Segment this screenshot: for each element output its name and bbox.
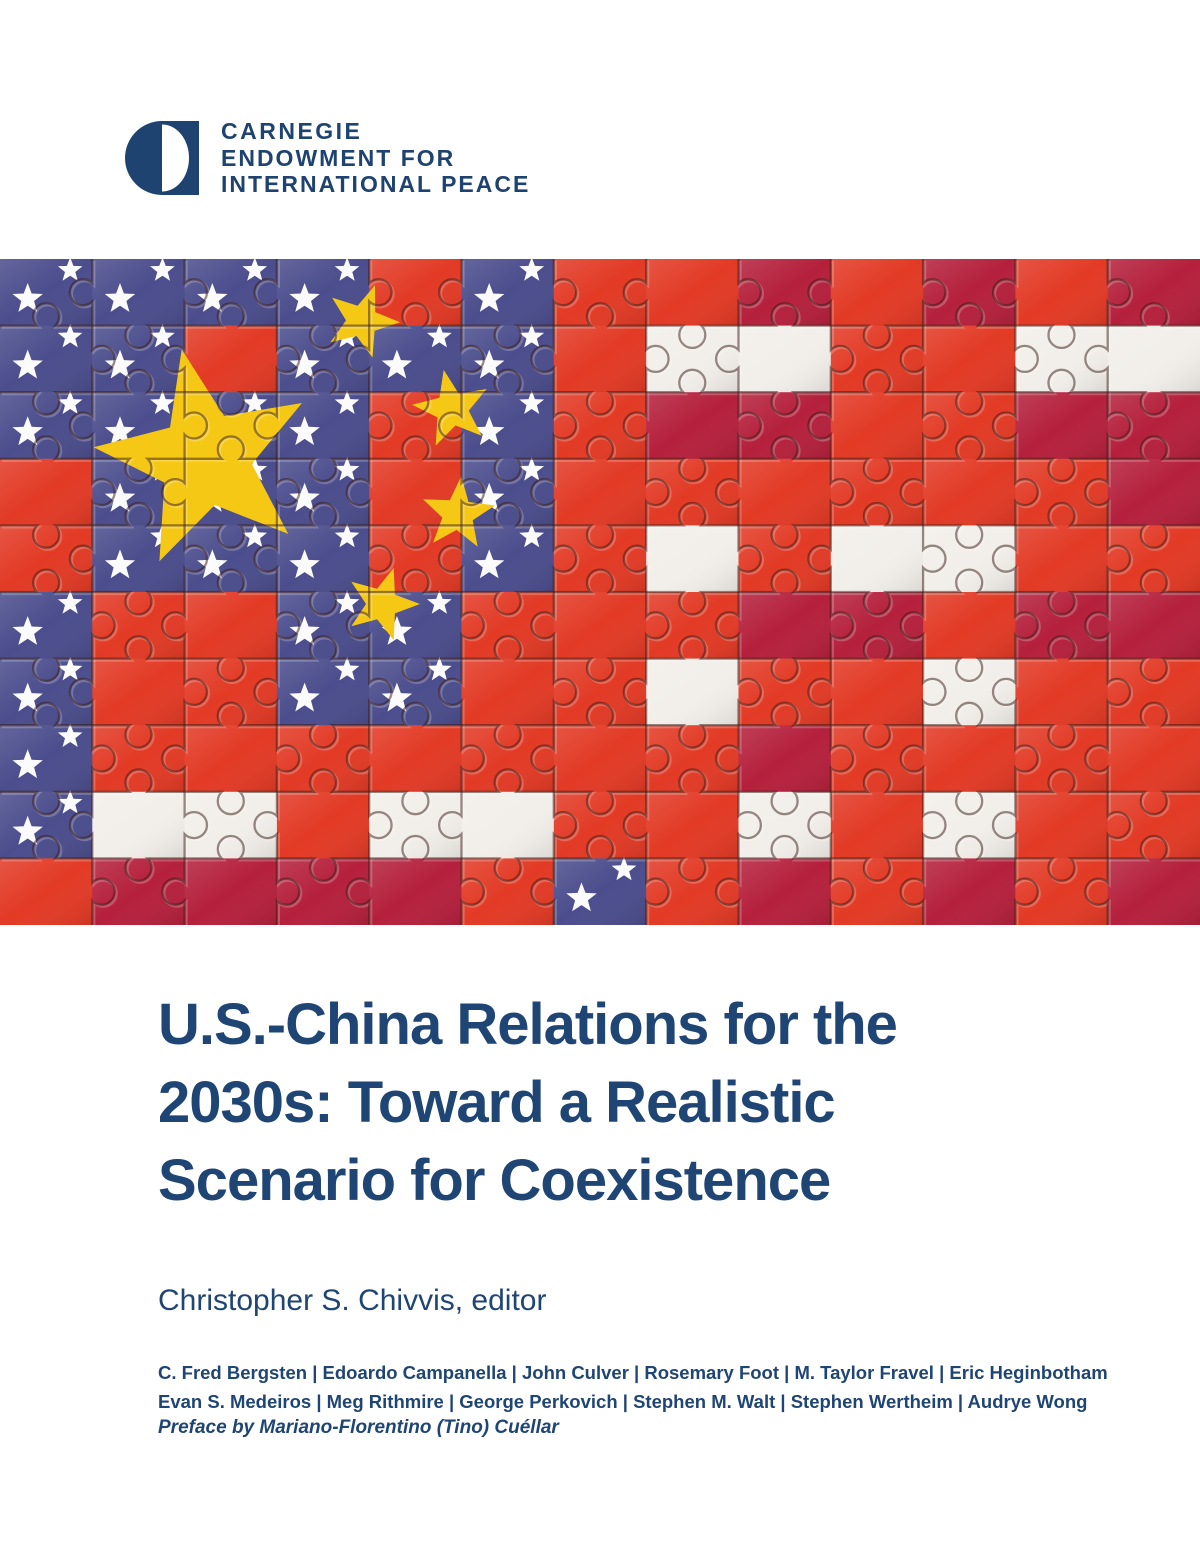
carnegie-logo-mark-icon bbox=[125, 120, 199, 195]
report-title: U.S.-China Relations for the 2030s: Towa… bbox=[158, 986, 898, 1220]
carnegie-logo: CARNEGIE ENDOWMENT FOR INTERNATIONAL PEA… bbox=[125, 118, 530, 198]
logo-line-2: ENDOWMENT FOR bbox=[221, 144, 456, 171]
preface-credit: Preface by Mariano-Florentino (Tino) Cué… bbox=[158, 1417, 559, 1438]
carnegie-logo-text: CARNEGIE ENDOWMENT FOR INTERNATIONAL PEA… bbox=[221, 118, 530, 198]
authors-line-1: C. Fred Bergsten | Edoardo Campanella | … bbox=[158, 1362, 1108, 1383]
logo-line-1: CARNEGIE bbox=[221, 118, 363, 144]
authors-list: C. Fred Bergsten | Edoardo Campanella | … bbox=[158, 1358, 1148, 1416]
title-line-3: Scenario for Coexistence bbox=[158, 1148, 831, 1213]
editor-byline: Christopher S. Chivvis, editor bbox=[158, 1284, 547, 1317]
cover-image-us-china-flag-puzzle bbox=[0, 259, 1200, 925]
logo-line-3: INTERNATIONAL PEACE bbox=[221, 171, 531, 197]
title-line-1: U.S.-China Relations for the bbox=[158, 992, 898, 1057]
title-line-2: 2030s: Toward a Realistic bbox=[158, 1070, 836, 1135]
authors-line-2: Evan S. Medeiros | Meg Rithmire | George… bbox=[158, 1391, 1088, 1412]
